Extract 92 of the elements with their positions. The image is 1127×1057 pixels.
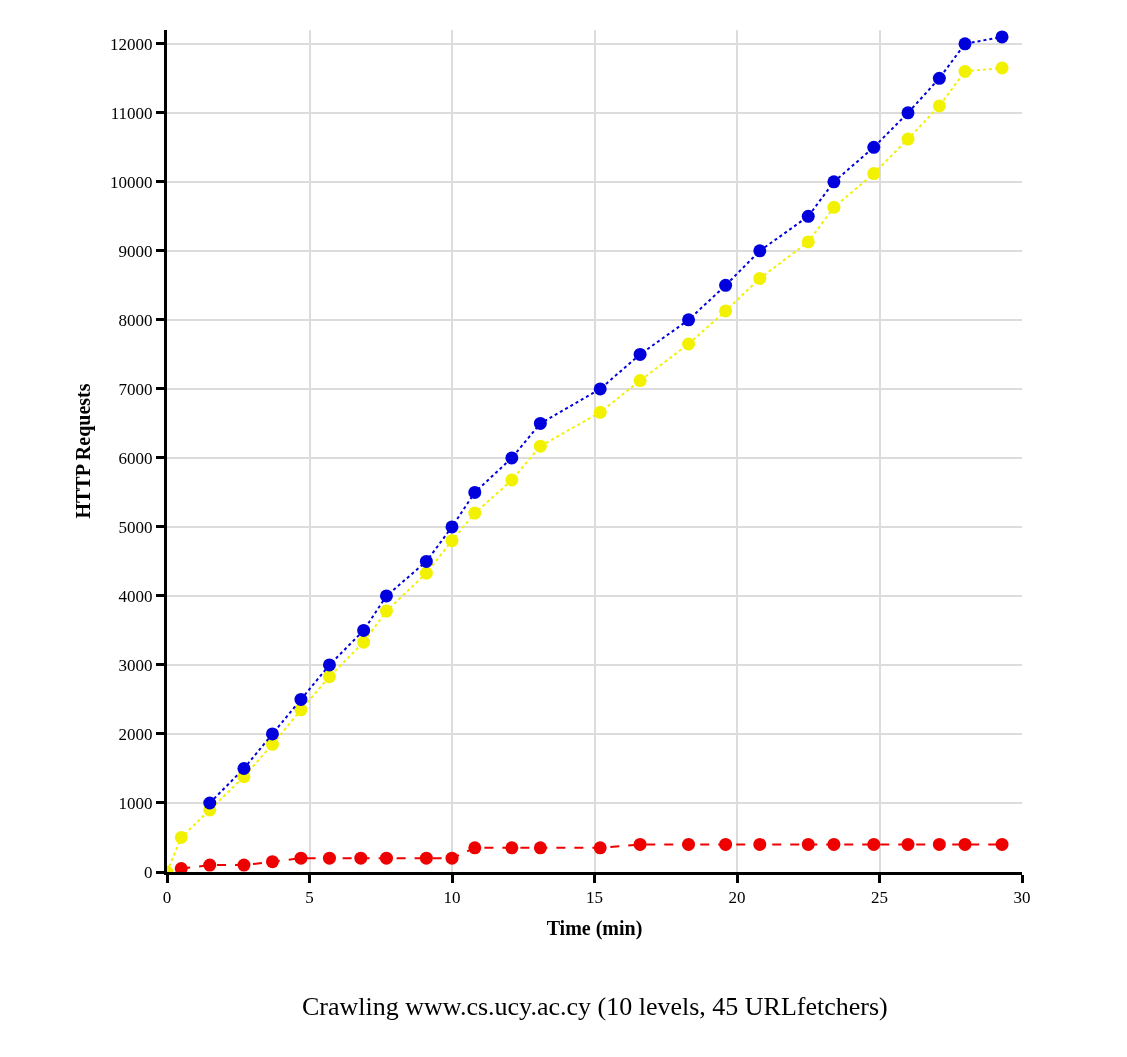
point <box>867 140 881 154</box>
point <box>294 692 308 706</box>
y-tick-label: 4000 <box>118 586 153 606</box>
y-axis-title: HTTP Requests <box>71 383 95 519</box>
point <box>419 851 433 865</box>
y-tick-label: 0 <box>144 862 153 882</box>
x-tick-label: 20 <box>728 888 746 908</box>
x-tick-label: 25 <box>871 888 888 908</box>
y-tick-label: 3000 <box>118 655 153 675</box>
point <box>379 604 393 618</box>
point <box>468 841 482 855</box>
point <box>174 830 188 844</box>
point <box>995 30 1009 44</box>
point <box>932 837 946 851</box>
y-tick-label: 11000 <box>110 103 153 123</box>
point <box>505 451 519 465</box>
point <box>593 841 607 855</box>
point <box>203 858 217 872</box>
point <box>995 61 1009 75</box>
point <box>682 837 696 851</box>
y-tick-label: 2000 <box>118 724 153 744</box>
point <box>445 851 459 865</box>
point <box>901 106 915 120</box>
point <box>237 761 251 775</box>
point <box>633 347 647 361</box>
point <box>357 623 371 637</box>
point <box>827 837 841 851</box>
y-tick-label: 10000 <box>110 172 153 192</box>
x-axis-title: Time (min) <box>546 916 643 940</box>
point <box>237 858 251 872</box>
point <box>801 209 815 223</box>
point <box>753 837 767 851</box>
point <box>633 374 647 388</box>
point <box>445 534 459 548</box>
point <box>719 837 733 851</box>
y-tick-label: 9000 <box>118 241 153 261</box>
point <box>379 851 393 865</box>
point <box>827 175 841 189</box>
point <box>468 506 482 520</box>
point <box>357 635 371 649</box>
point <box>265 855 279 869</box>
point <box>633 837 647 851</box>
x-tick-label: 30 <box>1013 888 1031 908</box>
point <box>867 167 881 181</box>
point <box>419 554 433 568</box>
x-tick-label: 10 <box>443 888 461 908</box>
point <box>533 416 547 430</box>
y-tick-label: 6000 <box>118 448 153 468</box>
point <box>322 851 336 865</box>
point <box>322 658 336 672</box>
point <box>827 200 841 214</box>
point <box>995 837 1009 851</box>
point <box>265 727 279 741</box>
point <box>753 271 767 285</box>
point <box>682 313 696 327</box>
point <box>958 837 972 851</box>
y-tick-label: 5000 <box>118 517 153 537</box>
point <box>593 405 607 419</box>
y-tick-label: 8000 <box>118 310 153 330</box>
point <box>901 132 915 146</box>
y-tick-label: 1000 <box>118 793 153 813</box>
point <box>468 485 482 499</box>
point <box>932 71 946 85</box>
x-tick-label: 5 <box>305 888 314 908</box>
point <box>354 851 368 865</box>
point <box>203 796 217 810</box>
point <box>294 851 308 865</box>
point <box>719 304 733 318</box>
point <box>379 589 393 603</box>
point <box>867 837 881 851</box>
point <box>419 566 433 580</box>
x-tick-label: 15 <box>586 888 603 908</box>
point <box>593 382 607 396</box>
point <box>801 235 815 249</box>
x-tick-label: 0 <box>162 888 172 908</box>
point <box>533 841 547 855</box>
point <box>801 837 815 851</box>
point <box>322 670 336 684</box>
point <box>682 337 696 351</box>
point <box>901 837 915 851</box>
point <box>719 278 733 292</box>
point <box>753 244 767 258</box>
y-tick-label: 7000 <box>118 379 153 399</box>
text: Crawling www.cs.ucy.ac.cy (10 levels, 45 URLfetchers) <box>302 992 888 1021</box>
y-tick-label: 12000 <box>110 34 153 54</box>
point <box>958 37 972 51</box>
point <box>505 473 519 487</box>
point <box>533 439 547 453</box>
point <box>505 841 519 855</box>
point <box>445 520 459 534</box>
point <box>958 64 972 78</box>
point <box>932 99 946 113</box>
